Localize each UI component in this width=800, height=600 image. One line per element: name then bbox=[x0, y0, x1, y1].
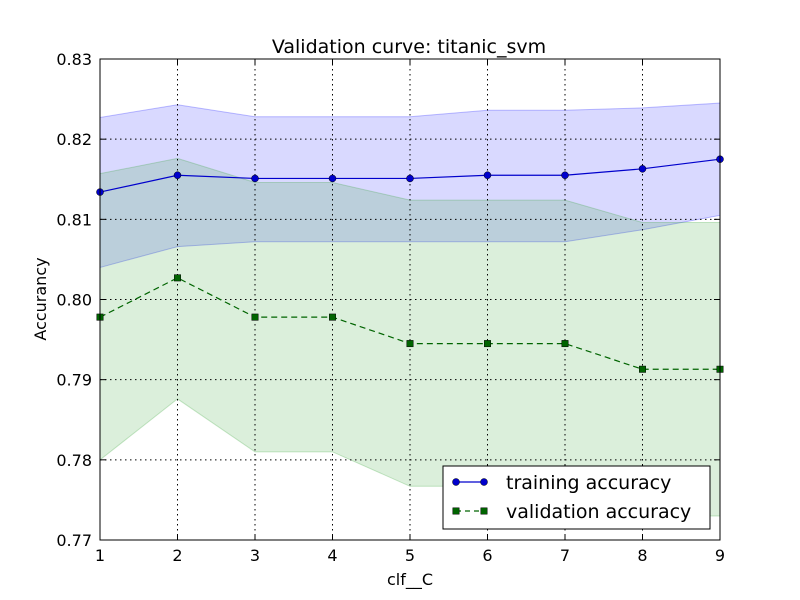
legend-marker-1 bbox=[452, 478, 460, 486]
series-1-point bbox=[251, 174, 259, 183]
x-tick-label: 7 bbox=[560, 546, 570, 565]
series-2-point bbox=[174, 274, 181, 282]
series-1-point bbox=[483, 171, 492, 179]
x-axis-ticks: 1 2 3 4 5 6 7 8 9 bbox=[95, 59, 725, 565]
series-1-point bbox=[173, 171, 182, 179]
x-tick-label: 8 bbox=[637, 546, 647, 565]
legend-label-2: validation accuracy bbox=[506, 501, 691, 523]
x-tick-label: 9 bbox=[715, 546, 725, 565]
series-2-point bbox=[639, 365, 646, 373]
series-2-point bbox=[406, 340, 414, 348]
series-1-point bbox=[561, 171, 569, 179]
legend-label-1: training accuracy bbox=[506, 472, 671, 494]
x-tick-label: 1 bbox=[95, 546, 105, 565]
series-1-point bbox=[406, 174, 414, 183]
legend-entry-1: training accuracy bbox=[452, 472, 671, 494]
x-tick-label: 5 bbox=[405, 546, 415, 565]
x-tick-label: 6 bbox=[482, 546, 492, 565]
y-tick-label: 0.82 bbox=[56, 130, 92, 149]
series-1-point bbox=[638, 165, 647, 173]
series-2-point bbox=[251, 313, 259, 321]
legend-marker-2 bbox=[480, 507, 488, 515]
y-tick-label: 0.78 bbox=[56, 451, 92, 470]
x-tick-label: 2 bbox=[172, 546, 182, 565]
series-2-point bbox=[484, 340, 491, 348]
y-tick-label: 0.83 bbox=[56, 50, 92, 69]
y-tick-label: 0.79 bbox=[56, 371, 92, 390]
series-2-point bbox=[561, 340, 569, 348]
legend-marker-1 bbox=[480, 478, 488, 486]
series-1-point bbox=[328, 174, 337, 183]
legend-marker-2 bbox=[452, 507, 460, 515]
y-tick-label: 0.81 bbox=[56, 210, 92, 229]
y-tick-label: 0.80 bbox=[56, 291, 92, 310]
legend: training accuracy validation accuracy bbox=[442, 465, 711, 530]
series-2-point bbox=[329, 313, 336, 321]
legend-entry-2: validation accuracy bbox=[452, 501, 691, 523]
y-tick-label: 0.77 bbox=[56, 531, 92, 550]
y-axis-label: Accurancy bbox=[31, 257, 50, 340]
legend-box bbox=[442, 465, 711, 530]
chart-title: Validation curve: titanic_svm bbox=[272, 36, 546, 58]
x-axis-label: clf__C bbox=[387, 570, 433, 590]
x-tick-label: 4 bbox=[327, 546, 337, 565]
x-tick-label: 3 bbox=[250, 546, 260, 565]
y-axis-ticks: 0.77 0.78 0.79 0.80 0.81 0.82 0.83 bbox=[56, 50, 720, 550]
